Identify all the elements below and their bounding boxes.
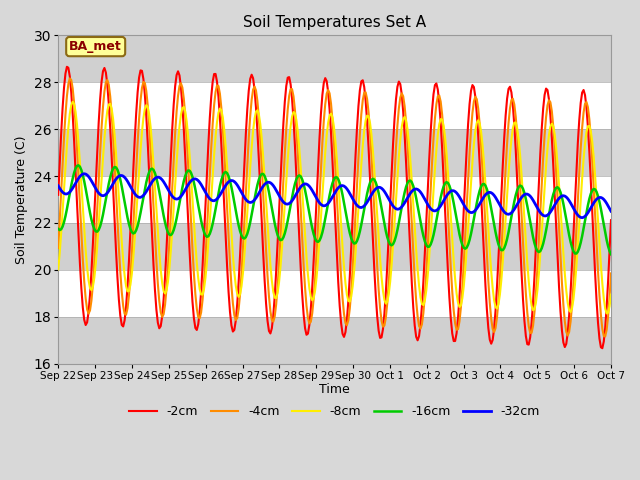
Bar xyxy=(58,270,611,317)
-32cm xyxy=(450,188,458,193)
Legend: -2cm, -4cm, -8cm, -16cm, -32cm: -2cm, -4cm, -8cm, -16cm, -32cm xyxy=(124,400,545,423)
-4cm xyxy=(92,235,100,240)
-4cm xyxy=(607,271,615,276)
Line: -16cm: -16cm xyxy=(58,165,611,254)
Bar xyxy=(58,176,611,223)
-8cm xyxy=(607,292,615,298)
Line: -32cm: -32cm xyxy=(58,174,611,217)
-16cm xyxy=(54,226,62,232)
-2cm xyxy=(340,334,348,340)
-16cm xyxy=(340,200,348,205)
-4cm xyxy=(450,308,458,313)
-2cm xyxy=(605,249,613,254)
-8cm xyxy=(605,303,613,309)
Bar xyxy=(58,36,611,82)
-16cm xyxy=(92,228,100,234)
-2cm xyxy=(607,217,615,223)
-16cm xyxy=(532,245,540,251)
-2cm xyxy=(92,179,100,185)
-4cm xyxy=(54,245,62,251)
-32cm xyxy=(73,178,81,183)
Line: -4cm: -4cm xyxy=(58,78,611,336)
-4cm xyxy=(340,311,348,317)
Bar xyxy=(58,129,611,176)
Line: -8cm: -8cm xyxy=(58,102,611,313)
-8cm xyxy=(69,99,77,105)
-2cm xyxy=(54,192,62,198)
X-axis label: Time: Time xyxy=(319,384,350,396)
-4cm xyxy=(532,289,540,295)
-8cm xyxy=(603,311,611,316)
Line: -2cm: -2cm xyxy=(58,67,611,348)
-4cm xyxy=(605,294,613,300)
-16cm xyxy=(450,200,458,206)
Bar xyxy=(58,82,611,129)
Title: Soil Temperatures Set A: Soil Temperatures Set A xyxy=(243,15,426,30)
Bar xyxy=(58,317,611,364)
-32cm xyxy=(532,203,540,208)
-8cm xyxy=(532,300,540,305)
-8cm xyxy=(75,139,83,144)
-8cm xyxy=(450,258,458,264)
-4cm xyxy=(66,75,74,81)
-16cm xyxy=(75,162,83,168)
Y-axis label: Soil Temperature (C): Soil Temperature (C) xyxy=(15,135,28,264)
-8cm xyxy=(92,261,100,267)
-32cm xyxy=(81,171,88,177)
-4cm xyxy=(602,334,609,339)
-32cm xyxy=(607,208,615,214)
-2cm xyxy=(75,231,83,237)
Text: BA_met: BA_met xyxy=(69,40,122,53)
-2cm xyxy=(598,345,606,351)
-8cm xyxy=(54,266,62,272)
-16cm xyxy=(607,252,615,257)
-2cm xyxy=(532,243,540,249)
Bar xyxy=(58,223,611,270)
-4cm xyxy=(75,173,83,179)
-32cm xyxy=(579,215,586,220)
-2cm xyxy=(63,64,71,70)
-32cm xyxy=(54,183,62,189)
-32cm xyxy=(92,186,100,192)
-2cm xyxy=(450,338,458,344)
-32cm xyxy=(340,183,348,189)
-16cm xyxy=(73,163,81,169)
-32cm xyxy=(605,205,613,211)
-16cm xyxy=(604,243,612,249)
-8cm xyxy=(340,264,348,270)
